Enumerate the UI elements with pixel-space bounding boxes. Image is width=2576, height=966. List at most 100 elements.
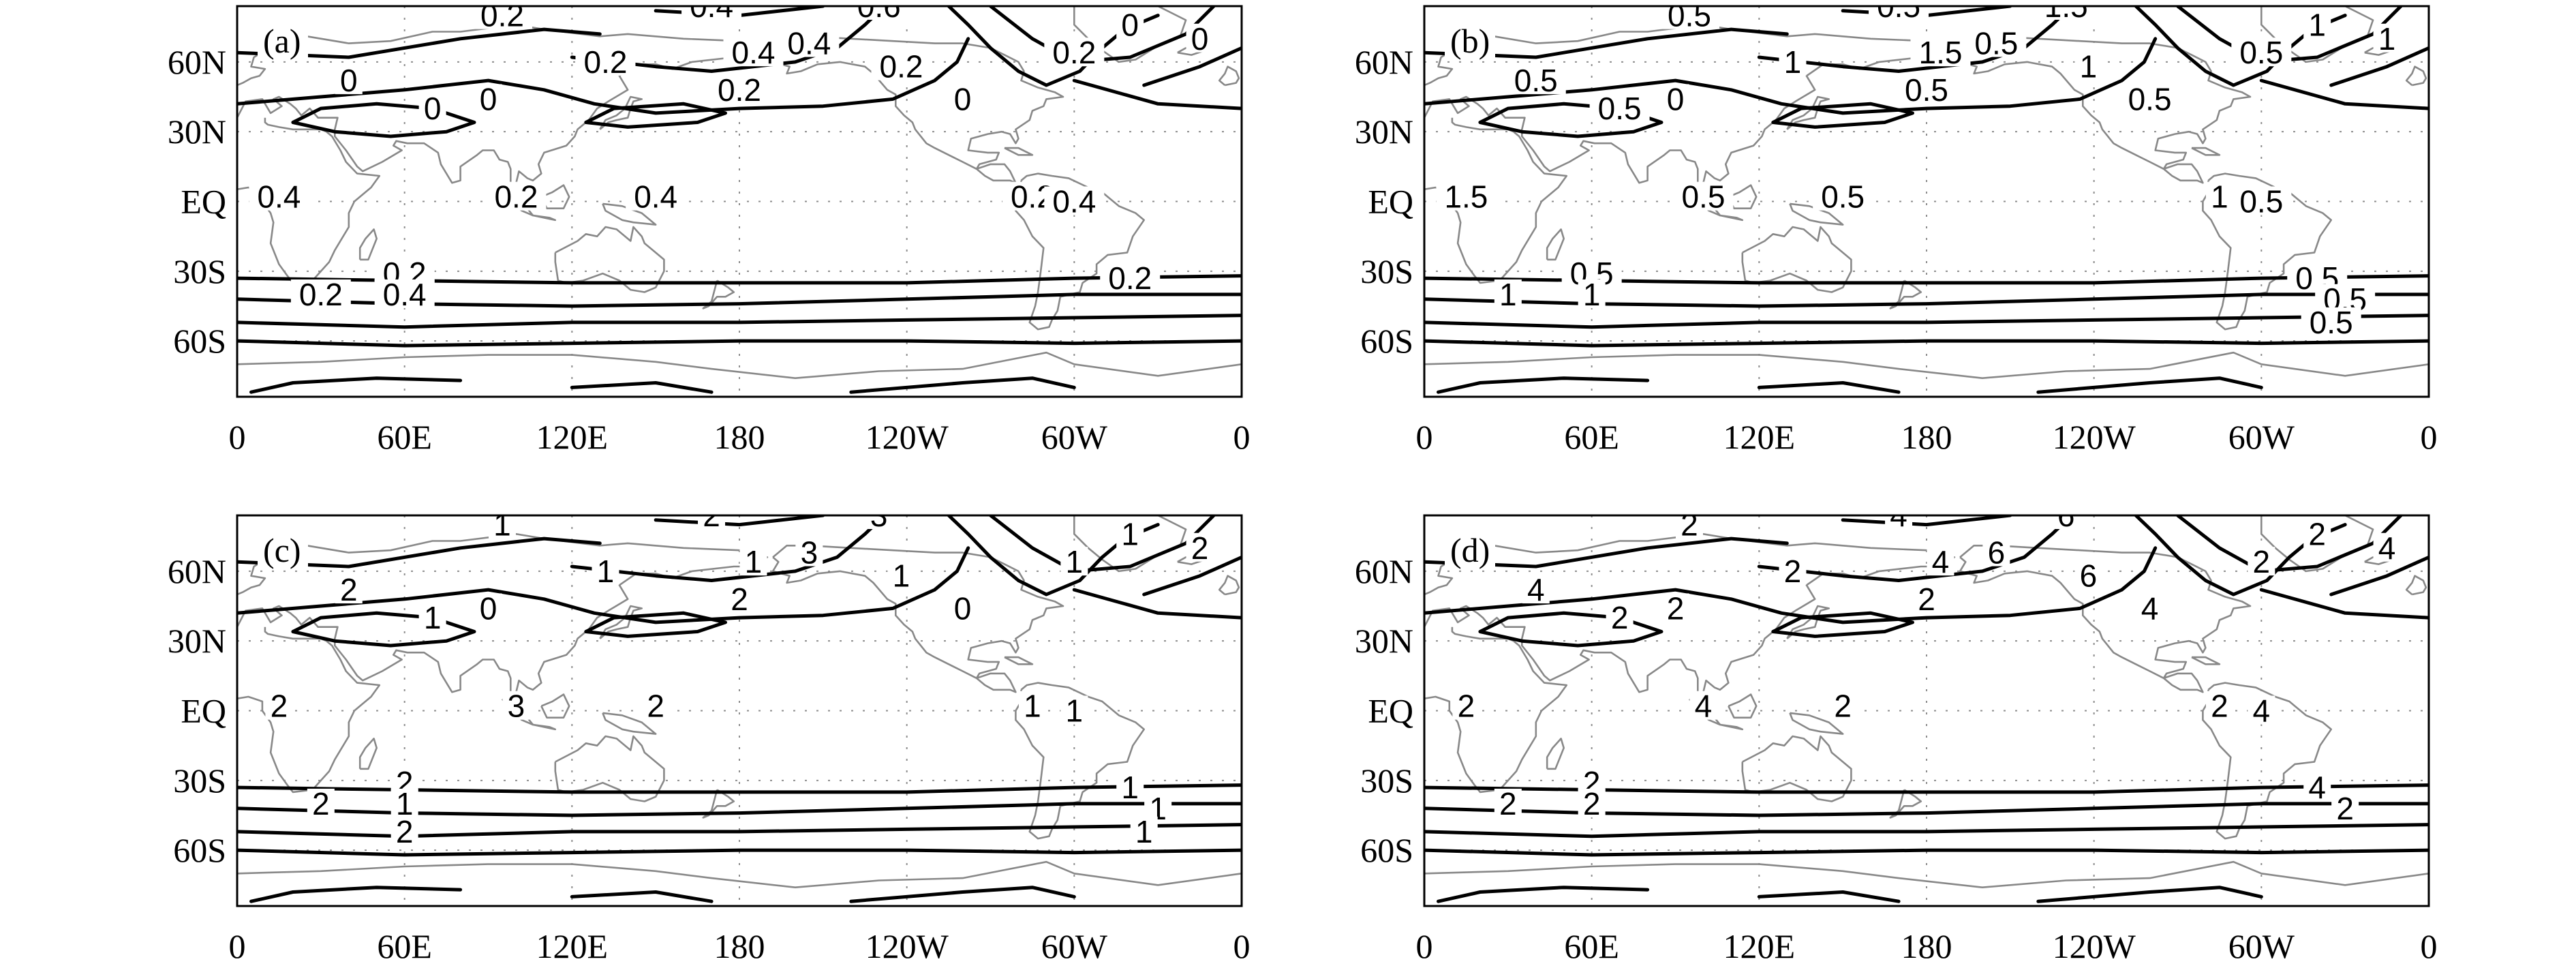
contour-label-background: [307, 788, 335, 817]
contour-label-background: [249, 181, 309, 211]
map-frame: [1423, 514, 2430, 907]
latitude-tick-label: 30S: [173, 252, 226, 290]
contour-label: 1: [597, 554, 615, 589]
coastline: [2260, 515, 2374, 573]
map-frame: [236, 5, 1243, 398]
contour-label: 2: [1834, 689, 1852, 724]
coastline: [602, 202, 657, 226]
latitude-tick-label: 30N: [1355, 112, 1413, 151]
contour-label: 0.2: [480, 0, 524, 33]
panel-a: 0.2 0.4 0.60.20.40.20.4 0.20 000 0 00.20.4 0.2 0…: [168, 0, 1251, 456]
coastline: [1015, 682, 1145, 840]
contour-line: [237, 339, 1242, 348]
contour-label-background: [2205, 181, 2233, 211]
contour-label: 0: [480, 81, 497, 117]
contour-label-background: [1982, 537, 2010, 567]
longitude-tick-label: 180: [1901, 927, 1952, 965]
contour-label: 1: [1784, 44, 1802, 80]
panel-label: (a): [263, 22, 301, 60]
contour-line: [1757, 515, 2074, 582]
panel-tag-background: [258, 532, 308, 570]
contour-label: 3: [508, 689, 525, 724]
contour-label: 1: [2080, 49, 2098, 85]
contour-line: [1437, 376, 1650, 394]
contour-label-background: [2136, 593, 2164, 622]
contour-label-background: [1578, 788, 1606, 817]
contour-label-background: [390, 816, 418, 845]
contour-label: 0: [1121, 7, 1139, 42]
contour-label: 0.5: [1598, 91, 1642, 126]
contour-line: [237, 37, 970, 115]
contour-label-background: [2052, 515, 2080, 529]
contour-label: 0.2: [583, 44, 627, 80]
contour-label-background: [575, 46, 636, 76]
coastline: [2260, 6, 2374, 63]
coastline: [599, 95, 643, 130]
contour-label-background: [1494, 279, 1522, 308]
contour-label: 1: [1121, 770, 1139, 805]
contour-label-background: [2205, 691, 2233, 720]
contour-line: [1424, 339, 2429, 348]
coastline: [358, 738, 378, 770]
contour-label-background: [2036, 6, 2096, 20]
latitude-tick-label: EQ: [1368, 692, 1413, 730]
longitude-tick-label: 0: [229, 418, 246, 456]
contour-label: 1: [1499, 277, 1517, 312]
coastline: [1546, 738, 1565, 770]
contour-label-background: [726, 584, 753, 613]
coastline: [1218, 65, 1240, 87]
contour-line: [1478, 102, 1663, 138]
contour-label-background: [390, 788, 418, 817]
contour-label: 0.5: [1821, 179, 1865, 215]
contour-line: [570, 6, 887, 73]
map-frame: [236, 514, 1243, 907]
contour-label: 0: [480, 590, 497, 626]
contour-label: 0: [1667, 81, 1685, 117]
contour-label-background: [1100, 263, 1161, 292]
contour-line: [237, 546, 970, 624]
contour-label: 2: [340, 572, 358, 607]
contour-label-background: [1044, 186, 1105, 215]
contour-label-background: [626, 181, 686, 211]
contour-label-background: [2248, 547, 2275, 576]
coastline: [1719, 214, 1744, 222]
contour-label: 0: [954, 81, 972, 117]
latitude-tick-label: 30S: [173, 761, 226, 800]
contour-label: 0.5: [1877, 0, 1920, 24]
contour-label-background: [2074, 51, 2102, 80]
contour-label-background: [779, 28, 840, 57]
coastline: [1959, 35, 2252, 184]
contour-label: 2: [703, 498, 720, 533]
contour-label: 0: [1191, 21, 1209, 57]
contour-label: 0.4: [787, 26, 831, 61]
contour-label-background: [1589, 93, 1650, 123]
contour-label: 2: [396, 814, 414, 849]
contour-label-background: [1186, 532, 1214, 562]
contour-line: [584, 611, 727, 638]
longitude-tick-label: 180: [714, 927, 765, 965]
longitude-tick-label: 120W: [2053, 418, 2136, 456]
contour-line: [1424, 848, 2429, 857]
contour-label-background: [1186, 23, 1214, 52]
contour-label-background: [795, 537, 823, 567]
contour-label-background: [2301, 307, 2361, 336]
contour-label-background: [1897, 74, 1957, 104]
coastline: [1959, 545, 2252, 693]
contour-label: 6: [1988, 535, 2006, 571]
contour-line: [249, 376, 463, 394]
contour-line: [1437, 886, 1650, 903]
contour-label: 0.2: [1052, 35, 1096, 70]
coastline: [532, 214, 557, 222]
latitude-tick-label: EQ: [181, 183, 226, 221]
contour-label: 3: [870, 498, 888, 533]
contour-label-background: [1116, 10, 1144, 39]
contour-line: [237, 27, 602, 59]
contour-label-background: [474, 593, 502, 622]
contour-label-background: [949, 84, 977, 113]
map-frame: [1423, 5, 2430, 398]
coastline: [1789, 202, 1844, 226]
coastline: [602, 712, 657, 735]
